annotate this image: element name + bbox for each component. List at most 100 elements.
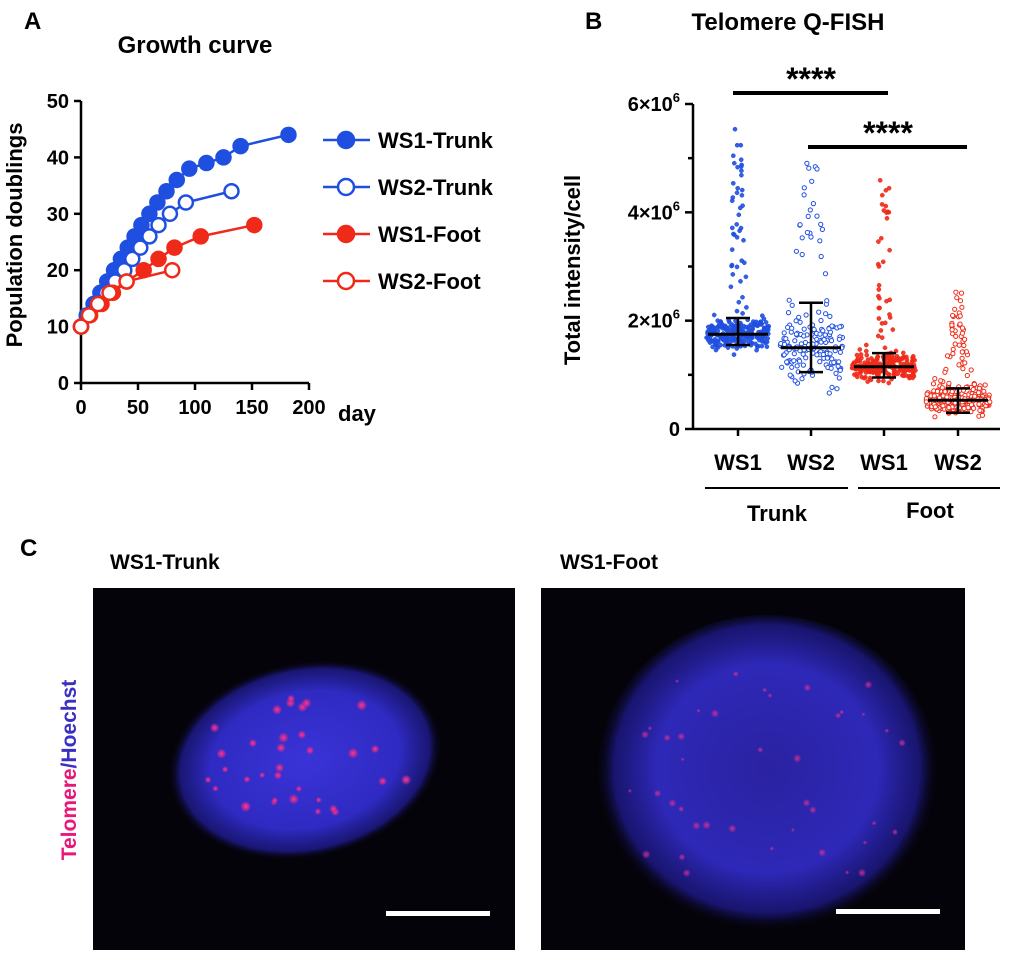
point-ws1-trunk: [158, 182, 175, 200]
qfish-point: [789, 325, 795, 331]
growth-ytick-label: 20: [47, 260, 69, 282]
qfish-point: [910, 357, 916, 363]
telomere-spot: [314, 807, 322, 816]
qfish-point: [818, 317, 824, 324]
telomere-spot: [802, 798, 811, 808]
qfish-point: [803, 355, 809, 361]
qfish-point: [765, 336, 771, 341]
point-ws1-trunk: [232, 137, 249, 155]
telomere-spot: [647, 726, 653, 731]
qfish-point: [750, 323, 756, 329]
telomere-spot: [834, 712, 842, 719]
qfish-point: [822, 271, 829, 277]
qfish-point: [814, 166, 820, 172]
qfish-group-labels: WS1 WS2 WS1 WS2 Trunk Foot: [705, 450, 1000, 526]
panel-label-a: A: [24, 8, 41, 35]
qfish-point: [811, 326, 817, 333]
qfish-point: [940, 403, 946, 409]
telomere-spot: [328, 804, 338, 814]
qfish-point: [781, 341, 788, 347]
point-ws2-trunk: [223, 182, 240, 200]
qfish-stats: **** ****: [708, 61, 988, 414]
qfish-category-label: WS2: [934, 450, 982, 475]
qfish-point: [739, 192, 745, 198]
qfish-title: Telomere Q-FISH: [692, 9, 885, 36]
qfish-point: [962, 336, 968, 342]
qfish-point: [837, 367, 843, 373]
telomere-spot: [864, 680, 873, 689]
qfish-point: [729, 225, 735, 231]
qfish-point: [781, 330, 787, 336]
qfish-point: [959, 349, 965, 355]
qfish-point: [759, 313, 765, 319]
qfish-point: [731, 232, 737, 238]
telomere-spot: [702, 820, 712, 830]
growth-legend: WS1-Trunk WS2-Trunk WS1-Foot WS2-Foot: [323, 128, 494, 294]
telomere-spot: [857, 868, 867, 878]
supergroup-label-foot: Foot: [906, 498, 954, 523]
qfish-point: [791, 358, 797, 364]
qfish-point: [779, 364, 785, 370]
qfish-point: [836, 359, 842, 365]
qfish-chart: Telomere Q-FISH Total intensity/cell 0 2×…: [560, 9, 1000, 526]
qfish-point: [959, 355, 965, 361]
qfish-point: [959, 304, 965, 310]
qfish-point: [880, 259, 886, 265]
qfish-point: [808, 234, 814, 240]
qfish-point: [952, 306, 958, 312]
qfish-point: [874, 357, 880, 362]
point-ws1-trunk: [198, 154, 215, 172]
point-ws2-foot: [163, 261, 181, 279]
qfish-point: [932, 414, 938, 420]
telomere-spot: [677, 732, 686, 741]
panel-label-b: B: [585, 8, 602, 35]
scale-bar-trunk: [386, 911, 490, 916]
qfish-point: [868, 361, 874, 366]
telomere-spot: [710, 709, 720, 718]
qfish-point: [946, 380, 952, 386]
qfish-ytick-label: 0: [669, 419, 680, 441]
point-ws2-trunk: [124, 250, 141, 268]
qfish-point: [930, 381, 937, 387]
telomere-spot: [627, 788, 633, 794]
point-ws2-trunk: [141, 228, 158, 245]
qfish-point: [956, 342, 962, 348]
qfish-point: [934, 388, 941, 394]
qfish-point: [804, 160, 810, 166]
qfish-point: [826, 390, 832, 396]
telomere-spot: [315, 796, 322, 804]
qfish-point: [879, 321, 885, 326]
qfish-point: [762, 340, 768, 346]
growth-ytick-label: 0: [58, 373, 69, 395]
qfish-point: [876, 282, 882, 288]
qfish-point: [835, 363, 841, 369]
qfish-point: [876, 239, 881, 244]
qfish-point: [958, 290, 965, 296]
qfish-point: [805, 213, 811, 219]
qfish-point: [711, 312, 717, 318]
point-ws2-foot: [72, 318, 90, 335]
point-ws1-trunk: [141, 205, 158, 223]
qfish-point: [734, 222, 740, 227]
telomere-spot: [271, 796, 279, 805]
qfish-point: [837, 349, 844, 355]
qfish-point: [792, 338, 798, 344]
significance-label-2: ****: [863, 115, 913, 151]
qfish-point: [976, 390, 982, 396]
qfish-point: [949, 322, 955, 328]
qfish-point: [820, 351, 826, 358]
qfish-point: [949, 389, 955, 395]
qfish-point: [734, 142, 740, 148]
qfish-point: [740, 294, 745, 300]
qfish-point: [855, 358, 861, 364]
qfish-point: [786, 297, 792, 303]
qfish-point: [962, 360, 968, 366]
telomere-spot: [663, 734, 671, 742]
qfish-point: [878, 235, 884, 241]
qfish-point: [804, 229, 811, 236]
point-ws1-foot: [192, 228, 209, 245]
qfish-point: [819, 226, 826, 232]
qfish-point: [890, 327, 896, 332]
legend-label-ws1-trunk: WS1-Trunk: [378, 128, 494, 153]
